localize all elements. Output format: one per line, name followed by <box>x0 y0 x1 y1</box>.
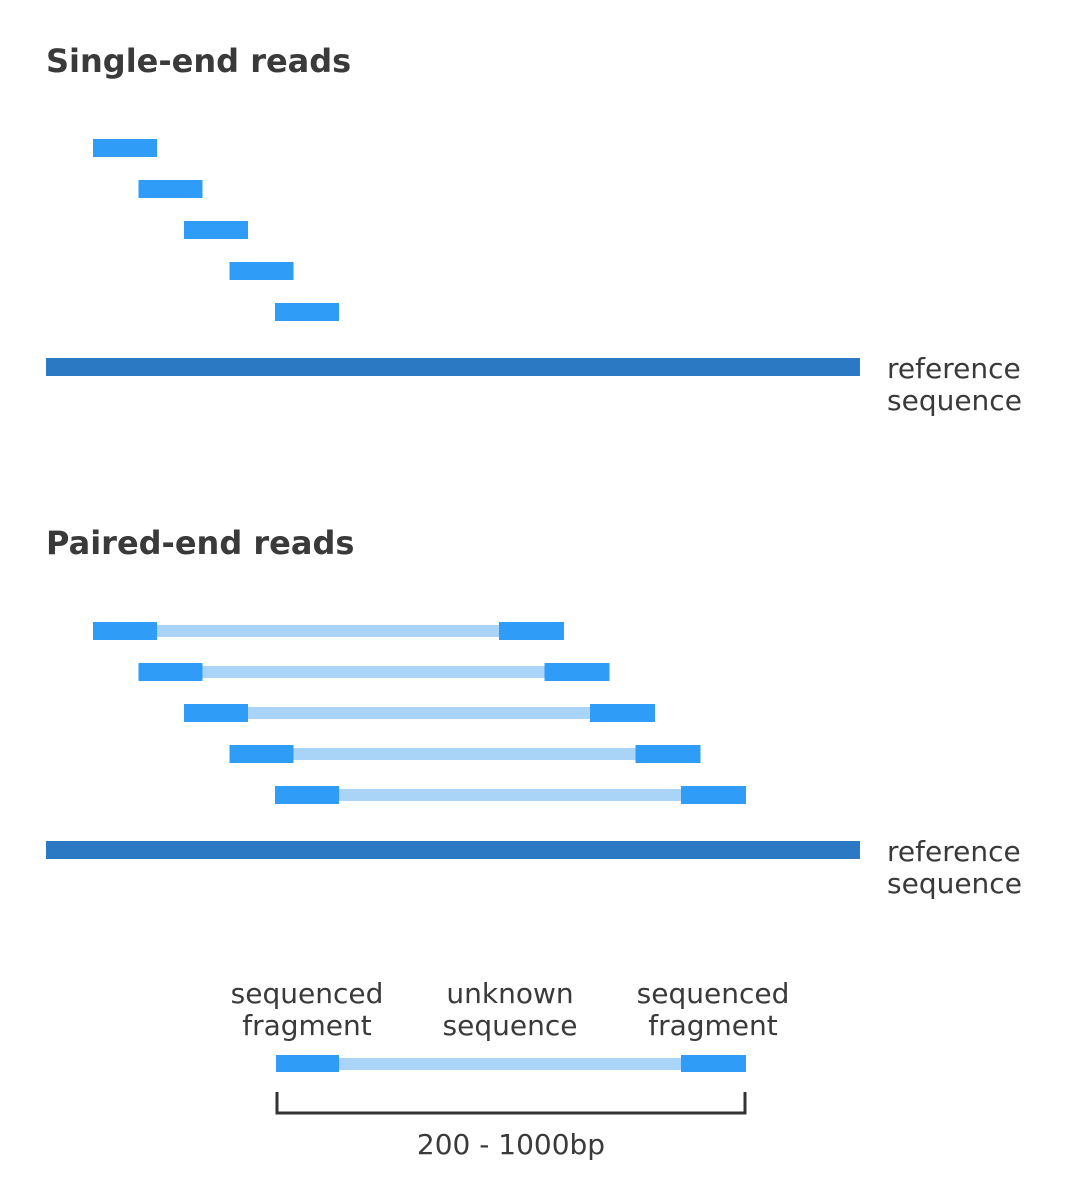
single-end-reference-label-line2: sequence <box>887 384 1022 417</box>
legend-unknown-sequence-connector <box>339 1058 681 1070</box>
single-end-read-3 <box>184 221 248 239</box>
read-pair-2 <box>138 663 610 681</box>
single-end-title: Single-end reads <box>46 42 351 80</box>
read-pair-2-right-read <box>544 663 610 681</box>
legend-right-label-line2: fragment <box>648 1009 778 1042</box>
single-end-read-4 <box>229 262 294 280</box>
read-pair-2-connector <box>202 666 545 678</box>
read-pair-4 <box>229 745 701 763</box>
read-pair-1-right-read <box>499 622 564 640</box>
read-pair-5 <box>275 786 746 804</box>
read-pair-3-left-read <box>184 704 248 722</box>
read-pair-1 <box>93 622 564 640</box>
legend-right-label-line1: sequenced <box>637 977 790 1010</box>
legend-right-sequenced-fragment <box>681 1055 746 1072</box>
legend-left-sequenced-fragment <box>276 1055 339 1072</box>
legend-size-range-label: 200 - 1000bp <box>417 1128 605 1161</box>
read-pair-1-left-read <box>93 622 157 640</box>
read-pair-5-right-read <box>681 786 746 804</box>
read-pair-3-right-read <box>590 704 655 722</box>
single-end-read-5 <box>275 303 339 321</box>
legend-left-label-line1: sequenced <box>231 977 384 1010</box>
read-pair-4-connector <box>293 748 636 760</box>
paired-end-reads-group <box>93 622 746 804</box>
paired-end-reference-label-line1: reference <box>887 835 1021 868</box>
single-end-reads-group <box>93 139 339 321</box>
read-pair-5-connector <box>339 789 681 801</box>
read-pair-2-left-read <box>138 663 203 681</box>
legend-left-label-line2: fragment <box>242 1009 372 1042</box>
paired-end-reference-label-line2: sequence <box>887 867 1022 900</box>
read-pair-4-left-read <box>229 745 294 763</box>
read-pair-4-right-read <box>635 745 701 763</box>
legend-middle-label-line1: unknown <box>446 977 573 1010</box>
legend-size-bracket <box>275 1092 747 1115</box>
paired-end-reference-bar <box>46 841 860 859</box>
read-pair-1-connector <box>157 625 499 637</box>
read-pair-3 <box>184 704 655 722</box>
read-pair-3-connector <box>248 707 590 719</box>
single-end-reference-bar <box>46 358 860 376</box>
single-end-reference-label-line1: reference <box>887 352 1021 385</box>
single-end-read-1 <box>93 139 157 157</box>
single-end-read-2 <box>138 180 203 198</box>
paired-end-title: Paired-end reads <box>46 524 354 562</box>
read-pair-5-left-read <box>275 786 339 804</box>
legend-middle-label-line2: sequence <box>443 1009 578 1042</box>
